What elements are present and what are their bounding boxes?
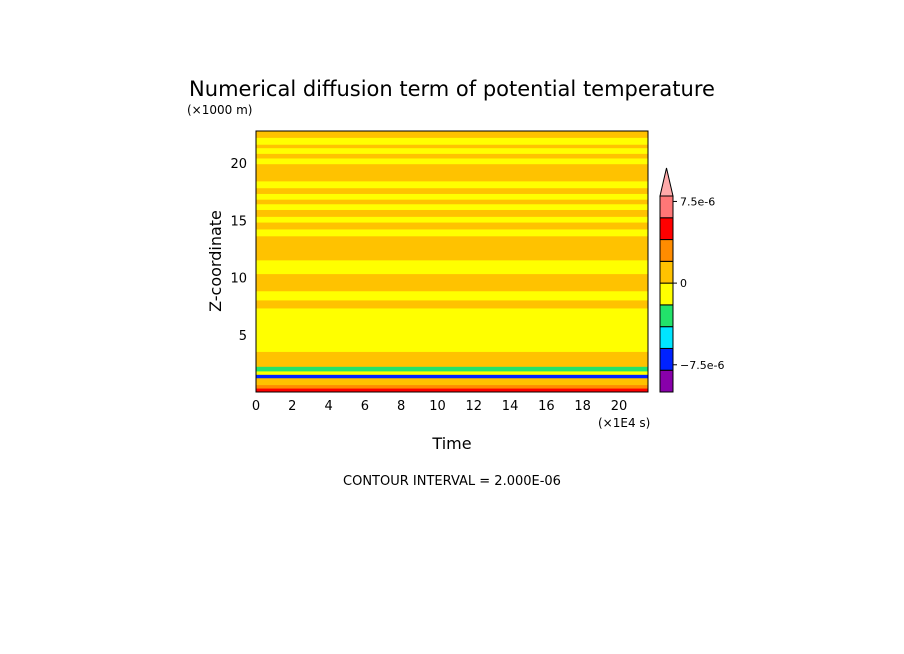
colorbar-overflow-arrow bbox=[659, 167, 674, 197]
y-tick-label: 10 bbox=[230, 272, 247, 287]
contour-band-17 bbox=[256, 260, 648, 275]
y-axis-label: Z-coordinate bbox=[206, 210, 225, 312]
contour-band-19 bbox=[256, 283, 648, 292]
x-tick-label: 6 bbox=[361, 399, 369, 414]
y-tick-labels: 5 10 15 20 bbox=[230, 157, 247, 344]
x-tick-label: 2 bbox=[288, 399, 296, 414]
x-tick-label: 12 bbox=[466, 399, 483, 414]
contour-band-20 bbox=[256, 291, 648, 301]
colorbar: 7.5e-6 0 −7.5e-6 bbox=[659, 167, 724, 393]
x-tick-label: 20 bbox=[611, 399, 628, 414]
colorbar-segment bbox=[659, 304, 674, 328]
colorbar-segment bbox=[659, 195, 674, 219]
contour-band-10 bbox=[256, 199, 648, 205]
y-tick-label: 15 bbox=[230, 214, 247, 229]
contour-band-5 bbox=[256, 158, 648, 165]
contour-band-13 bbox=[256, 216, 648, 223]
x-tick-label: 4 bbox=[324, 399, 332, 414]
colorbar-label: 0 bbox=[680, 277, 687, 290]
colorbar-label: 7.5e-6 bbox=[680, 195, 715, 208]
y-unit-label: (×1000 m) bbox=[187, 103, 252, 117]
contour-band-21 bbox=[256, 300, 648, 309]
contour-band-7 bbox=[256, 181, 648, 189]
colorbar-label: −7.5e-6 bbox=[680, 359, 724, 372]
y-tick-label: 5 bbox=[239, 329, 247, 344]
colorbar-segment bbox=[659, 260, 674, 284]
contour-band-4 bbox=[256, 153, 648, 159]
colorbar-segment bbox=[659, 239, 674, 262]
contour-band-18 bbox=[256, 274, 648, 284]
x-tick-label: 14 bbox=[502, 399, 519, 414]
x-axis-label: Time bbox=[431, 434, 471, 453]
plot-area bbox=[256, 131, 648, 392]
y-tick-label: 20 bbox=[230, 157, 247, 172]
x-tick-labels: 0 2 4 6 8 10 12 14 16 18 20 bbox=[252, 399, 627, 414]
plot-frame bbox=[255, 130, 649, 393]
contour-band-25 bbox=[256, 366, 648, 372]
contour-band-24 bbox=[256, 357, 648, 368]
contour-band-16 bbox=[256, 236, 648, 261]
contour-band-27 bbox=[256, 374, 648, 379]
contour-band-22 bbox=[256, 308, 648, 353]
contour-band-15 bbox=[256, 229, 648, 237]
contour-band-14 bbox=[256, 222, 648, 230]
contour-band-26 bbox=[256, 371, 648, 376]
x-unit-label: (×1E4 s) bbox=[598, 416, 650, 430]
x-tick-label: 18 bbox=[574, 399, 591, 414]
contour-band-1 bbox=[256, 137, 648, 146]
contour-band-11 bbox=[256, 204, 648, 211]
x-tick-label: 10 bbox=[429, 399, 446, 414]
colorbar-segment bbox=[659, 282, 674, 306]
contour-band-6 bbox=[256, 164, 648, 182]
contour-band-23 bbox=[256, 351, 648, 359]
contour-band-9 bbox=[256, 193, 648, 201]
x-tick-label: 16 bbox=[538, 399, 555, 414]
contour-band-12 bbox=[256, 209, 648, 218]
colorbar-segment bbox=[659, 369, 674, 393]
contour-band-29 bbox=[256, 385, 648, 389]
x-tick-label: 8 bbox=[397, 399, 405, 414]
contour-band-30 bbox=[256, 388, 648, 392]
contour-band-0 bbox=[256, 131, 648, 139]
contour-band-2 bbox=[256, 144, 648, 149]
chart-title: Numerical diffusion term of potential te… bbox=[189, 77, 715, 101]
contour-band-8 bbox=[256, 188, 648, 195]
x-tick-label: 0 bbox=[252, 399, 260, 414]
colorbar-segment bbox=[659, 347, 674, 371]
colorbar-segment bbox=[659, 217, 674, 241]
contour-band-28 bbox=[256, 378, 648, 386]
contour-band-3 bbox=[256, 148, 648, 155]
contour-interval-note: CONTOUR INTERVAL = 2.000E-06 bbox=[343, 474, 561, 489]
colorbar-segment bbox=[659, 326, 674, 349]
